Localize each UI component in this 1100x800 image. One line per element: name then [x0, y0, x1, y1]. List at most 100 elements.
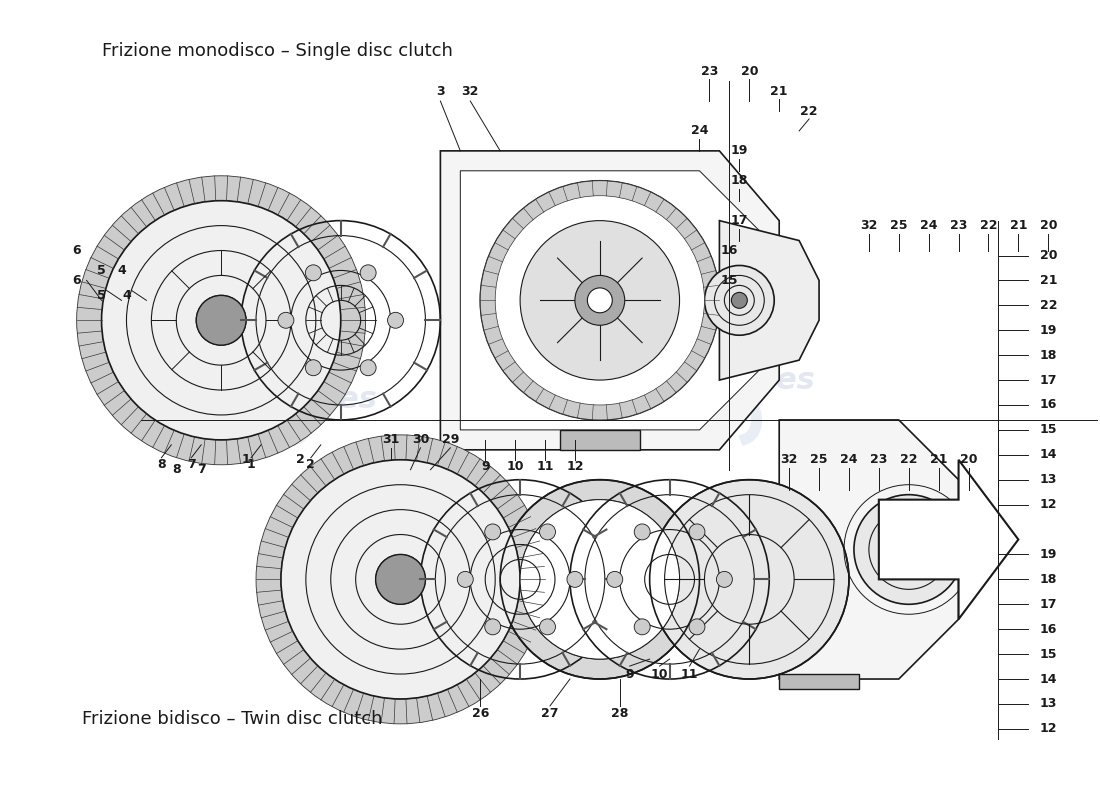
Circle shape — [77, 176, 365, 465]
Circle shape — [587, 288, 613, 313]
Text: 5: 5 — [97, 264, 106, 277]
Text: 2: 2 — [297, 454, 305, 466]
Text: 18: 18 — [1040, 573, 1057, 586]
Circle shape — [500, 480, 700, 679]
Text: 25: 25 — [890, 219, 908, 232]
Text: 32: 32 — [462, 85, 478, 98]
FancyBboxPatch shape — [779, 674, 859, 689]
Text: eurospares: eurospares — [623, 366, 816, 394]
Text: 15: 15 — [1040, 423, 1057, 436]
Text: 24: 24 — [840, 454, 858, 466]
Circle shape — [716, 571, 733, 587]
Circle shape — [280, 460, 520, 699]
Text: 25: 25 — [811, 454, 828, 466]
Circle shape — [704, 266, 774, 335]
Text: Frizione bidisco – Twin disc clutch: Frizione bidisco – Twin disc clutch — [81, 710, 382, 728]
Circle shape — [280, 460, 520, 699]
Circle shape — [485, 619, 501, 635]
Text: 5: 5 — [97, 289, 106, 302]
Text: 7: 7 — [187, 458, 196, 471]
Text: 24: 24 — [920, 219, 937, 232]
Text: 14: 14 — [1040, 673, 1057, 686]
Text: 11: 11 — [537, 460, 553, 474]
Text: 32: 32 — [781, 454, 798, 466]
Text: Frizione monodisco – Single disc clutch: Frizione monodisco – Single disc clutch — [101, 42, 452, 60]
Text: 9: 9 — [481, 460, 490, 474]
Text: 22: 22 — [801, 105, 817, 118]
Text: 19: 19 — [730, 144, 748, 158]
Text: 9: 9 — [626, 667, 634, 681]
Circle shape — [278, 312, 294, 328]
Circle shape — [520, 221, 680, 380]
Text: 1: 1 — [246, 458, 255, 471]
Text: 2: 2 — [307, 458, 316, 471]
Text: 32: 32 — [860, 219, 878, 232]
Text: 17: 17 — [1040, 598, 1057, 610]
Circle shape — [387, 312, 404, 328]
Text: 6: 6 — [73, 274, 81, 287]
Circle shape — [481, 181, 719, 420]
Text: 17: 17 — [730, 214, 748, 227]
Text: 15: 15 — [720, 274, 738, 287]
Circle shape — [101, 201, 341, 440]
Circle shape — [566, 571, 583, 587]
Text: 17: 17 — [1040, 374, 1057, 386]
Circle shape — [360, 265, 376, 281]
Polygon shape — [460, 170, 759, 430]
Text: 12: 12 — [566, 460, 584, 474]
Text: 29: 29 — [442, 434, 459, 446]
Polygon shape — [719, 221, 820, 380]
Circle shape — [520, 500, 680, 659]
Text: 8: 8 — [157, 458, 166, 471]
Text: 30: 30 — [411, 434, 429, 446]
Text: 4: 4 — [117, 264, 125, 277]
Text: 23: 23 — [870, 454, 888, 466]
Text: 10: 10 — [651, 667, 669, 681]
Circle shape — [635, 619, 650, 635]
Text: 3: 3 — [436, 85, 444, 98]
Circle shape — [306, 360, 321, 376]
Circle shape — [575, 275, 625, 326]
Text: 22: 22 — [900, 454, 917, 466]
Polygon shape — [779, 420, 958, 679]
Text: 26: 26 — [472, 707, 488, 721]
Text: 16: 16 — [720, 244, 738, 257]
Circle shape — [732, 292, 747, 308]
Text: 23: 23 — [701, 65, 718, 78]
Text: 21: 21 — [1040, 274, 1057, 287]
Circle shape — [539, 619, 556, 635]
Circle shape — [495, 196, 704, 405]
Circle shape — [607, 571, 623, 587]
Text: 19: 19 — [1040, 548, 1057, 561]
Text: 21: 21 — [930, 454, 947, 466]
Text: 15: 15 — [1040, 648, 1057, 661]
Circle shape — [256, 435, 544, 724]
Text: eurospares: eurospares — [185, 386, 377, 414]
Circle shape — [689, 524, 705, 540]
Text: 13: 13 — [1040, 474, 1057, 486]
Circle shape — [854, 494, 964, 604]
Text: 22: 22 — [1040, 299, 1057, 312]
Text: 21: 21 — [1010, 219, 1027, 232]
Circle shape — [481, 181, 719, 420]
Circle shape — [635, 524, 650, 540]
Text: 10: 10 — [506, 460, 524, 474]
Circle shape — [539, 524, 556, 540]
Text: 27: 27 — [541, 707, 559, 721]
Circle shape — [375, 554, 426, 604]
Text: 12: 12 — [1040, 722, 1057, 735]
Text: 8: 8 — [172, 463, 180, 476]
Text: 20: 20 — [960, 454, 977, 466]
Text: 11: 11 — [681, 667, 698, 681]
Text: 19: 19 — [1040, 324, 1057, 337]
Polygon shape — [440, 151, 779, 450]
Text: 1: 1 — [242, 454, 251, 466]
Circle shape — [360, 360, 376, 376]
Text: 6: 6 — [73, 244, 81, 257]
Text: 12: 12 — [1040, 498, 1057, 511]
Text: 22: 22 — [980, 219, 998, 232]
Text: 4: 4 — [122, 289, 131, 302]
Text: 20: 20 — [1040, 219, 1057, 232]
Text: 31: 31 — [382, 434, 399, 446]
Circle shape — [196, 295, 246, 345]
